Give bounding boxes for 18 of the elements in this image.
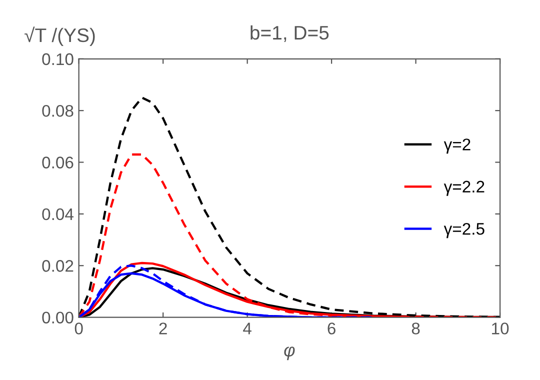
x-axis-title: φ: [284, 346, 295, 360]
y-tick-label: 0.08: [42, 104, 74, 117]
y-axis-title: √T /(YS): [24, 26, 95, 46]
legend-label: γ=2: [444, 138, 470, 154]
x-tick-label: 6: [328, 322, 336, 334]
y-tick-label: 0.02: [42, 260, 74, 272]
y-tick-label: 0.00: [42, 312, 74, 324]
y-tick-label: 0.04: [42, 208, 74, 220]
x-tick-label: 10: [492, 322, 509, 334]
chart-title: b=1, D=5: [250, 25, 329, 42]
x-tick-label: 0: [74, 322, 83, 334]
y-tick-label: 0.10: [42, 53, 74, 66]
legend-label: γ=2.5: [444, 222, 484, 238]
x-tick-label: 8: [412, 322, 420, 334]
x-tick-label: 4: [243, 322, 252, 334]
y-tick-label: 0.06: [42, 156, 74, 168]
x-tick-label: 2: [159, 322, 167, 334]
legend-label: γ=2.2: [444, 180, 484, 196]
